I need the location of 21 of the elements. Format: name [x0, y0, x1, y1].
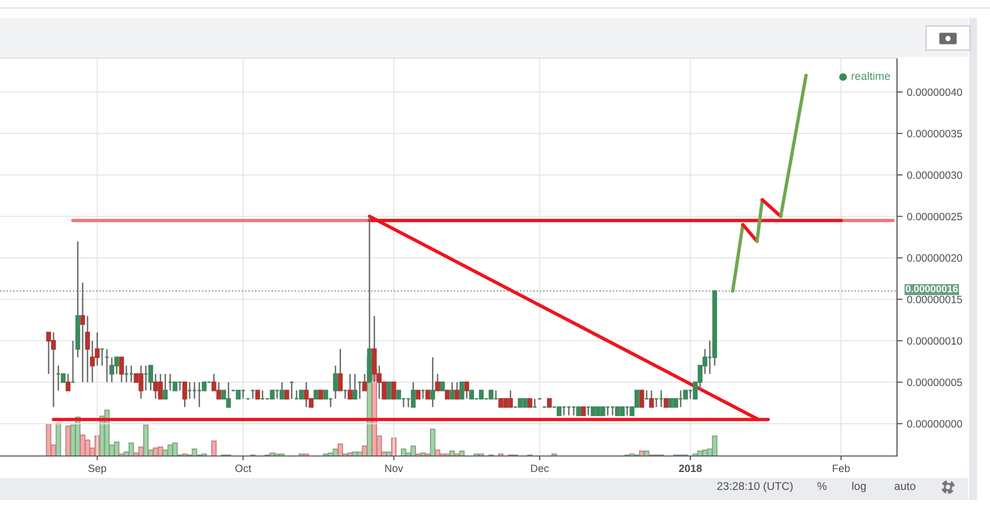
x-tick-label: Dec	[531, 464, 549, 472]
text: 23:28:10 (UTC)	[717, 482, 793, 492]
x-tick-label: Sep	[88, 464, 106, 474]
y-tick-label: 0.00000010	[907, 337, 962, 345]
x-tick-label: Oct	[235, 464, 252, 472]
text: log	[852, 482, 866, 492]
text: %	[817, 482, 827, 490]
y-tick-label: 0.00000025	[907, 212, 962, 220]
x-tick-label: Nov	[385, 464, 404, 472]
y-tick-label: 0.00000035	[907, 130, 962, 138]
y-tick-label: 0.00000015	[907, 296, 962, 304]
ref-line-label: 0.00000016	[906, 285, 958, 292]
y-tick-label: 0.00000000	[907, 420, 962, 428]
annotation: realtime	[852, 72, 890, 80]
y-tick-label: 0.00000005	[907, 378, 962, 386]
y-tick-label: 0.00000040	[907, 88, 962, 96]
y-tick-label: 0.00000020	[907, 254, 962, 262]
x-tick-label: Feb	[832, 464, 850, 472]
text: auto	[894, 482, 916, 490]
y-tick-label: 0.00000030	[907, 171, 962, 179]
x-tick-label: 2018	[679, 464, 702, 472]
